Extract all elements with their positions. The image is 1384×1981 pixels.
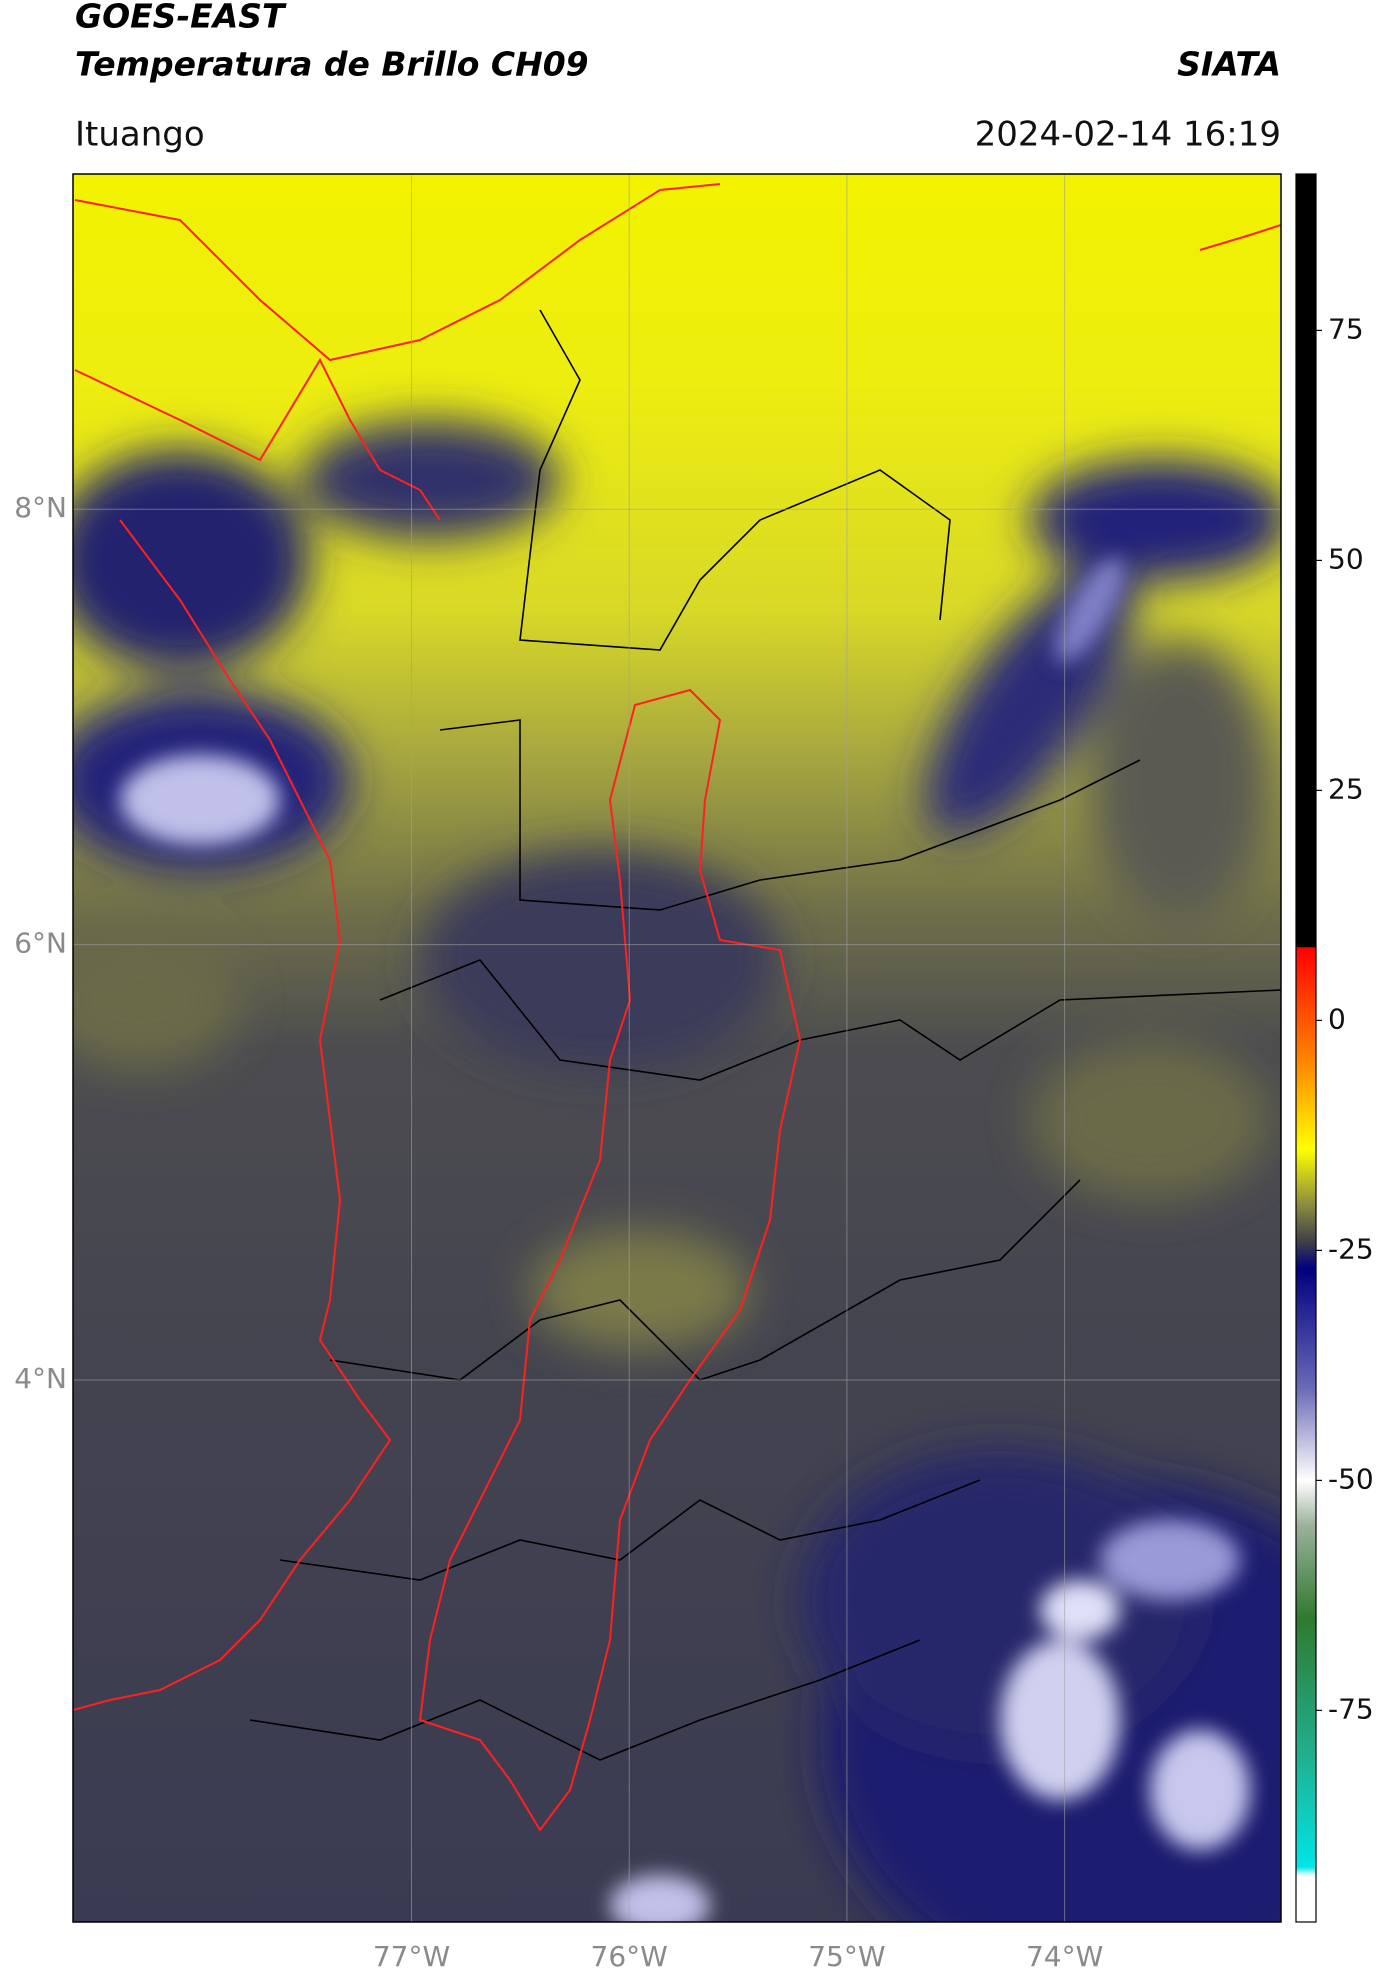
location: Ituango xyxy=(75,115,205,155)
x-tick-label: 75°W xyxy=(808,1940,885,1973)
colorbar-tick-label: -25 xyxy=(1328,1232,1374,1265)
x-tick-label: 77°W xyxy=(373,1940,450,1973)
x-tick-label: 74°W xyxy=(1026,1940,1103,1973)
colorbar-tick-label: 25 xyxy=(1328,772,1364,805)
map-frame xyxy=(72,173,1282,1923)
x-tick-label: 76°W xyxy=(591,1940,668,1973)
colorbar-tick-label: -50 xyxy=(1328,1462,1374,1495)
colorbar-tick-label: 75 xyxy=(1328,312,1364,345)
colorbar-tick-label: 0 xyxy=(1328,1002,1346,1035)
datetime: 2024-02-14 16:19 xyxy=(975,115,1281,155)
colorbar-tick-label: 50 xyxy=(1328,542,1364,575)
y-tick-label: 6°N xyxy=(14,927,67,960)
subtitle: Temperatura de Brillo CH09 xyxy=(75,45,589,84)
y-tick-label: 8°N xyxy=(14,491,67,524)
source: SIATA xyxy=(1177,45,1281,84)
y-tick-label: 4°N xyxy=(14,1362,67,1395)
colorbar-tick-label: -75 xyxy=(1328,1692,1374,1725)
title: GOES-EAST xyxy=(75,0,287,36)
satellite-image xyxy=(73,174,1281,1922)
colorbar xyxy=(1295,173,1317,1923)
